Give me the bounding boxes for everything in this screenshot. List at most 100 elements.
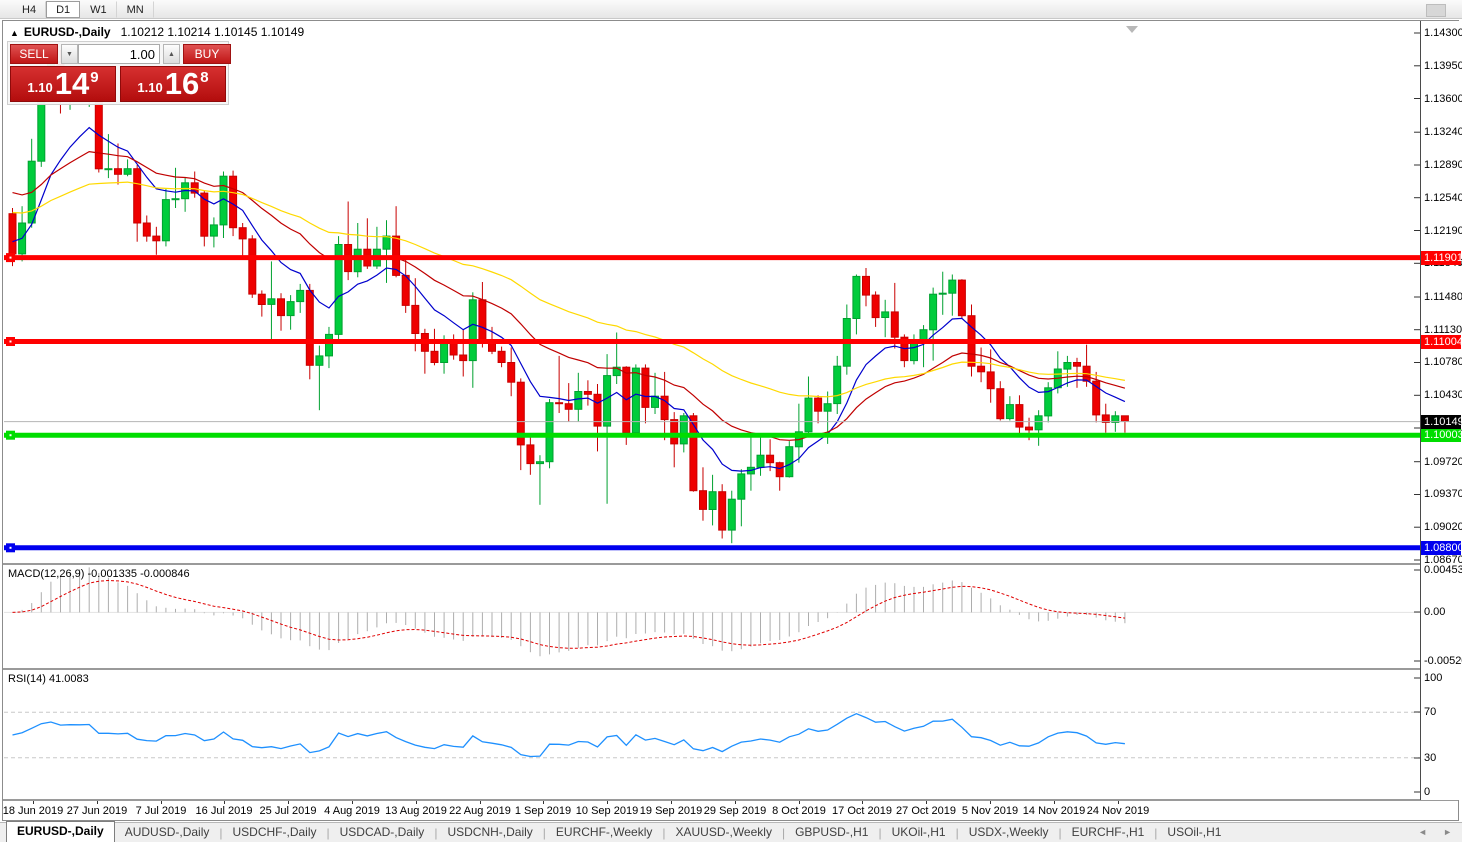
date-tick xyxy=(607,801,608,804)
date-label: 1 Sep 2019 xyxy=(514,805,572,817)
tab-audusd-daily[interactable]: AUDUSD-,Daily xyxy=(124,825,210,839)
date-label: 22 Aug 2019 xyxy=(449,805,511,817)
price-tick: 1.09370 xyxy=(1424,488,1462,500)
macd-axis-tick: -0.005205 xyxy=(1424,655,1462,667)
rsi-axis-tick: 30 xyxy=(1424,752,1437,764)
date-label: 27 Jun 2019 xyxy=(66,805,128,817)
volume-increase-button[interactable]: ▲ xyxy=(163,44,180,64)
price-tick: 1.11130 xyxy=(1424,324,1462,336)
price-tick: 1.12890 xyxy=(1424,159,1462,171)
date-label: 13 Aug 2019 xyxy=(385,805,447,817)
price-axis[interactable]: 1.14300 1.13950 1.13600 1.13240 1.12890 1.125… xyxy=(1421,21,1462,800)
timeframe-button-w1[interactable]: W1 xyxy=(80,0,117,18)
chevron-up-icon: ▲ xyxy=(168,50,175,58)
rsi-indicator-pane[interactable] xyxy=(4,670,1420,799)
price-tick: 1.13600 xyxy=(1424,93,1462,105)
date-tick xyxy=(416,801,417,804)
current-price-badge: 1.10149 xyxy=(1421,415,1462,429)
date-tick xyxy=(1118,801,1119,804)
tab-ukoil-h1[interactable]: UKOil-,H1 xyxy=(891,825,946,839)
tab-eurchf-h1[interactable]: EURCHF-,H1 xyxy=(1071,825,1145,839)
tab-separator: | xyxy=(878,826,882,840)
tab-eurusd-daily[interactable]: EURUSD-,Daily xyxy=(6,821,115,842)
date-label: 19 Sep 2019 xyxy=(639,805,703,817)
tab-separator: | xyxy=(662,826,666,840)
price-tick: 1.09720 xyxy=(1424,456,1462,468)
date-label: 5 Nov 2019 xyxy=(961,805,1019,817)
date-tick xyxy=(735,801,736,804)
tab-xauusd-weekly[interactable]: XAUUSD-,Weekly xyxy=(675,825,772,839)
date-label: 24 Nov 2019 xyxy=(1086,805,1150,817)
date-tick xyxy=(543,801,544,804)
tab-separator: | xyxy=(219,826,223,840)
level-price-badge: 1.08800 xyxy=(1421,541,1462,555)
buy-price-prefix: 1.10 xyxy=(137,80,163,95)
price-chart-pane[interactable] xyxy=(4,21,1420,563)
chevron-down-icon: ▼ xyxy=(66,50,73,58)
tab-scroll-left-icon[interactable]: ◄ xyxy=(1418,827,1428,837)
one-click-trading-widget: SELL ▼ ▲ BUY 1.10 14 9 1.10 16 8 xyxy=(7,41,231,105)
tab-usdx-weekly[interactable]: USDX-,Weekly xyxy=(968,825,1049,839)
date-label: 14 Nov 2019 xyxy=(1022,805,1086,817)
date-tick xyxy=(224,801,225,804)
volume-input[interactable] xyxy=(78,44,160,64)
date-label: 27 Oct 2019 xyxy=(896,805,956,817)
date-label: 8 Oct 2019 xyxy=(772,805,826,817)
ohlc-quote-label: 1.10212 1.10214 1.10145 1.10149 xyxy=(120,25,305,39)
date-tick xyxy=(1054,801,1055,804)
timeframe-button-mn[interactable]: MN xyxy=(117,0,154,18)
toolbar-grip[interactable] xyxy=(1426,4,1446,17)
tab-eurchf-weekly[interactable]: EURCHF-,Weekly xyxy=(555,825,653,839)
buy-button[interactable]: BUY xyxy=(183,44,231,64)
trade-prices-row: 1.10 14 9 1.10 16 8 xyxy=(10,66,230,102)
sell-button[interactable]: SELL xyxy=(10,44,58,64)
date-tick xyxy=(161,801,162,804)
tab-usdcad-daily[interactable]: USDCAD-,Daily xyxy=(339,825,425,839)
tab-separator: | xyxy=(955,826,959,840)
volume-decrease-button[interactable]: ▼ xyxy=(61,44,78,64)
level-price-badge: 1.11004 xyxy=(1421,335,1462,349)
tab-usdcnh-daily[interactable]: USDCNH-,Daily xyxy=(447,825,533,839)
trade-controls-row: SELL ▼ ▲ BUY xyxy=(10,44,231,64)
price-tick: 1.12190 xyxy=(1424,225,1462,237)
pane-splitter[interactable] xyxy=(3,563,1458,565)
date-tick xyxy=(862,801,863,804)
price-tick: 1.13240 xyxy=(1424,126,1462,138)
tab-separator: | xyxy=(542,826,546,840)
chart-tab-bar: EURUSD-,Daily AUDUSD-,Daily | USDCHF-,Daily… xyxy=(0,821,1462,842)
price-tick: 1.13950 xyxy=(1424,60,1462,72)
tab-separator: | xyxy=(1058,826,1062,840)
date-axis[interactable]: 18 Jun 2019 27 Jun 2019 7 Jul 2019 16 Jul 2… xyxy=(3,801,1421,820)
date-tick xyxy=(33,801,34,804)
date-label: 10 Sep 2019 xyxy=(575,805,639,817)
tab-scroll-right-icon[interactable]: ► xyxy=(1443,827,1452,837)
level-price-badge: 1.11901 xyxy=(1421,251,1462,265)
tabs: EURUSD-,Daily AUDUSD-,Daily | USDCHF-,Daily… xyxy=(6,821,1231,842)
date-label: 29 Sep 2019 xyxy=(703,805,767,817)
sell-price-main: 14 xyxy=(54,66,90,101)
tab-scroll-arrows: ◄ ► xyxy=(1418,822,1452,842)
date-tick xyxy=(799,801,800,804)
timeframe-button-d1[interactable]: D1 xyxy=(46,0,81,18)
buy-price-box[interactable]: 1.10 16 8 xyxy=(120,66,226,102)
chart-shift-icon xyxy=(1126,26,1138,33)
tab-usdchf-daily[interactable]: USDCHF-,Daily xyxy=(232,825,317,839)
date-label: 7 Jul 2019 xyxy=(135,805,187,817)
rsi-axis-tick: 0 xyxy=(1424,786,1431,798)
price-axis-border xyxy=(1420,21,1421,800)
timeframe-button-h4[interactable]: H4 xyxy=(12,0,47,18)
price-tick: 1.12540 xyxy=(1424,192,1462,204)
date-tick xyxy=(288,801,289,804)
pane-splitter[interactable] xyxy=(3,799,1458,801)
tab-gbpusd-h1[interactable]: GBPUSD-,H1 xyxy=(795,825,869,839)
macd-label: MACD(12,26,9) -0.001335 -0.000846 xyxy=(8,568,190,580)
tab-usoil-h1[interactable]: USOil-,H1 xyxy=(1167,825,1222,839)
sell-price-box[interactable]: 1.10 14 9 xyxy=(10,66,116,102)
collapse-triangle-icon[interactable]: ▲ xyxy=(10,28,19,38)
timeframe-buttons: H4 D1 W1 MN xyxy=(12,0,154,18)
pane-splitter[interactable] xyxy=(3,668,1458,670)
macd-indicator-pane[interactable] xyxy=(4,565,1420,668)
tab-separator: | xyxy=(1154,826,1158,840)
rsi-label: RSI(14) 41.0083 xyxy=(8,673,89,685)
buy-price-pip: 8 xyxy=(200,69,209,86)
